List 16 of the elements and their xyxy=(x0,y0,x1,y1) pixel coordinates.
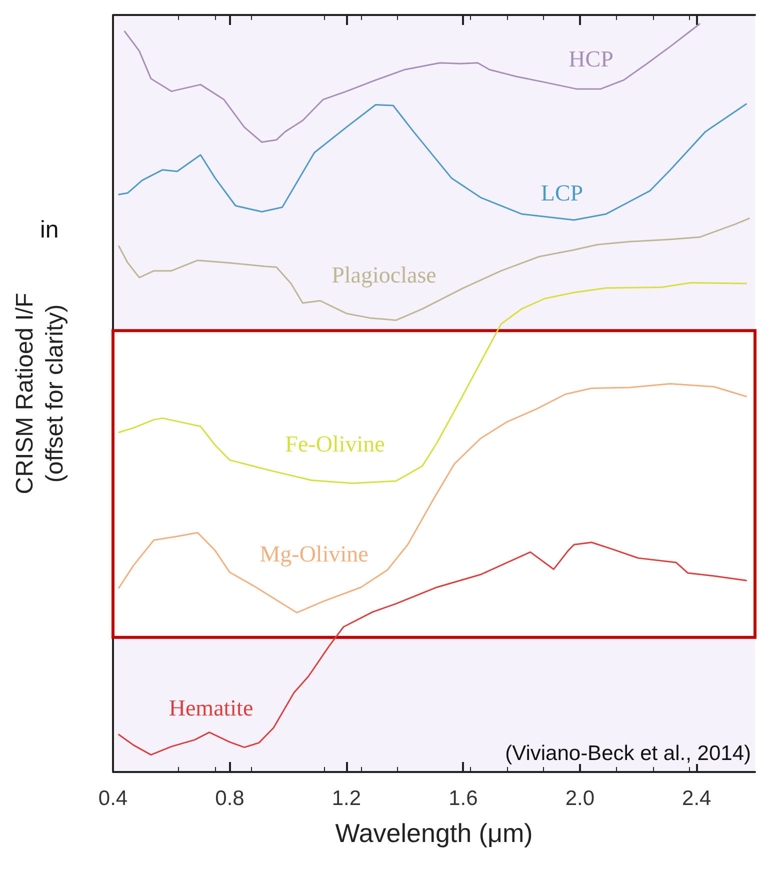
series-label: LCP xyxy=(540,180,584,206)
series-label: Mg-Olivine xyxy=(260,542,368,566)
text: in xyxy=(40,216,59,244)
x-tick-label: 0.8 xyxy=(215,787,244,810)
y-axis-title: CRISM Ratioed I/F (offset for clarity) xyxy=(12,292,68,494)
series-label: HCP xyxy=(568,46,614,72)
x-tick-label: 1.2 xyxy=(332,787,362,810)
annotation: (Viviano-Beck et al., 2014) xyxy=(505,742,751,765)
x-tick-label: 2.0 xyxy=(565,787,595,810)
series-label: Plagioclase xyxy=(332,262,436,288)
series-label: Hematite xyxy=(168,696,254,720)
x-tick-label: 2.4 xyxy=(682,787,712,810)
series-label: Fe-Olivine xyxy=(285,432,385,456)
x-axis-title: Wavelength (μm) xyxy=(335,818,533,848)
x-tick-label: 1.6 xyxy=(448,787,478,810)
x-tick-label: 0.4 xyxy=(98,787,128,810)
